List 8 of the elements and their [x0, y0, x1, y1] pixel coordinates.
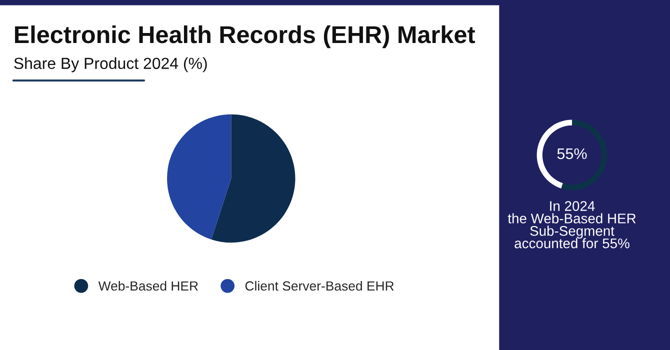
text: In 2024 the Web-Based HER Sub-Segment accounted for 55%	[508, 201, 636, 248]
text: 55%	[557, 148, 587, 160]
pie-slice	[167, 114, 232, 240]
chart-subtitle: Share By Product 2024 (%)	[14, 57, 207, 72]
chart-title: Electronic Health Records (EHR) Market	[15, 25, 476, 48]
legend-label: Client Server-Based EHR	[245, 280, 394, 291]
pie-slice	[211, 114, 296, 243]
legend-label: Web-Based HER	[98, 280, 198, 291]
